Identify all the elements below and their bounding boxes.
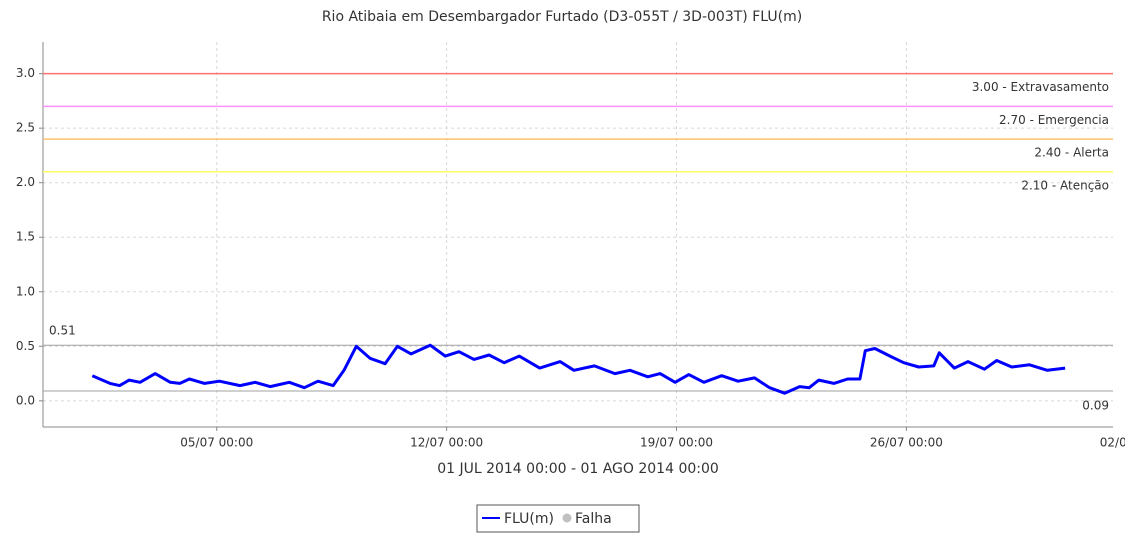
reference-label: 0.09 — [1082, 399, 1109, 413]
y-tick-label: 0.5 — [16, 339, 35, 353]
threshold-label: 2.70 - Emergencia — [999, 113, 1109, 127]
threshold-label: 2.10 - Atenção — [1021, 178, 1109, 192]
legend-label: FLU(m) — [504, 511, 554, 527]
y-tick-label: 1.0 — [16, 284, 35, 298]
reference-label: 0.51 — [49, 324, 76, 338]
x-tick-label: 02/08 00:00 — [1100, 436, 1125, 450]
y-tick-label: 0.0 — [16, 393, 35, 407]
y-tick-label: 3.0 — [16, 66, 35, 80]
y-tick-label: 2.5 — [16, 121, 35, 135]
legend-label: Falha — [575, 511, 612, 527]
threshold-label: 3.00 - Extravasamento — [972, 80, 1109, 94]
chart-title: Rio Atibaia em Desembargador Furtado (D3… — [322, 9, 802, 25]
x-tick-label: 05/07 00:00 — [180, 436, 253, 450]
y-tick-label: 2.0 — [16, 175, 35, 189]
legend-box — [476, 504, 640, 533]
y-tick-label: 1.5 — [16, 230, 35, 244]
x-tick-label: 26/07 00:00 — [870, 436, 943, 450]
x-axis-label: 01 JUL 2014 00:00 - 01 AGO 2014 00:00 — [437, 461, 719, 477]
data-line — [91, 343, 1066, 395]
legend-swatch — [562, 513, 572, 523]
x-tick-label: 12/07 00:00 — [410, 436, 483, 450]
threshold-label: 2.40 - Alerta — [1034, 146, 1109, 160]
x-tick-label: 19/07 00:00 — [640, 436, 713, 450]
